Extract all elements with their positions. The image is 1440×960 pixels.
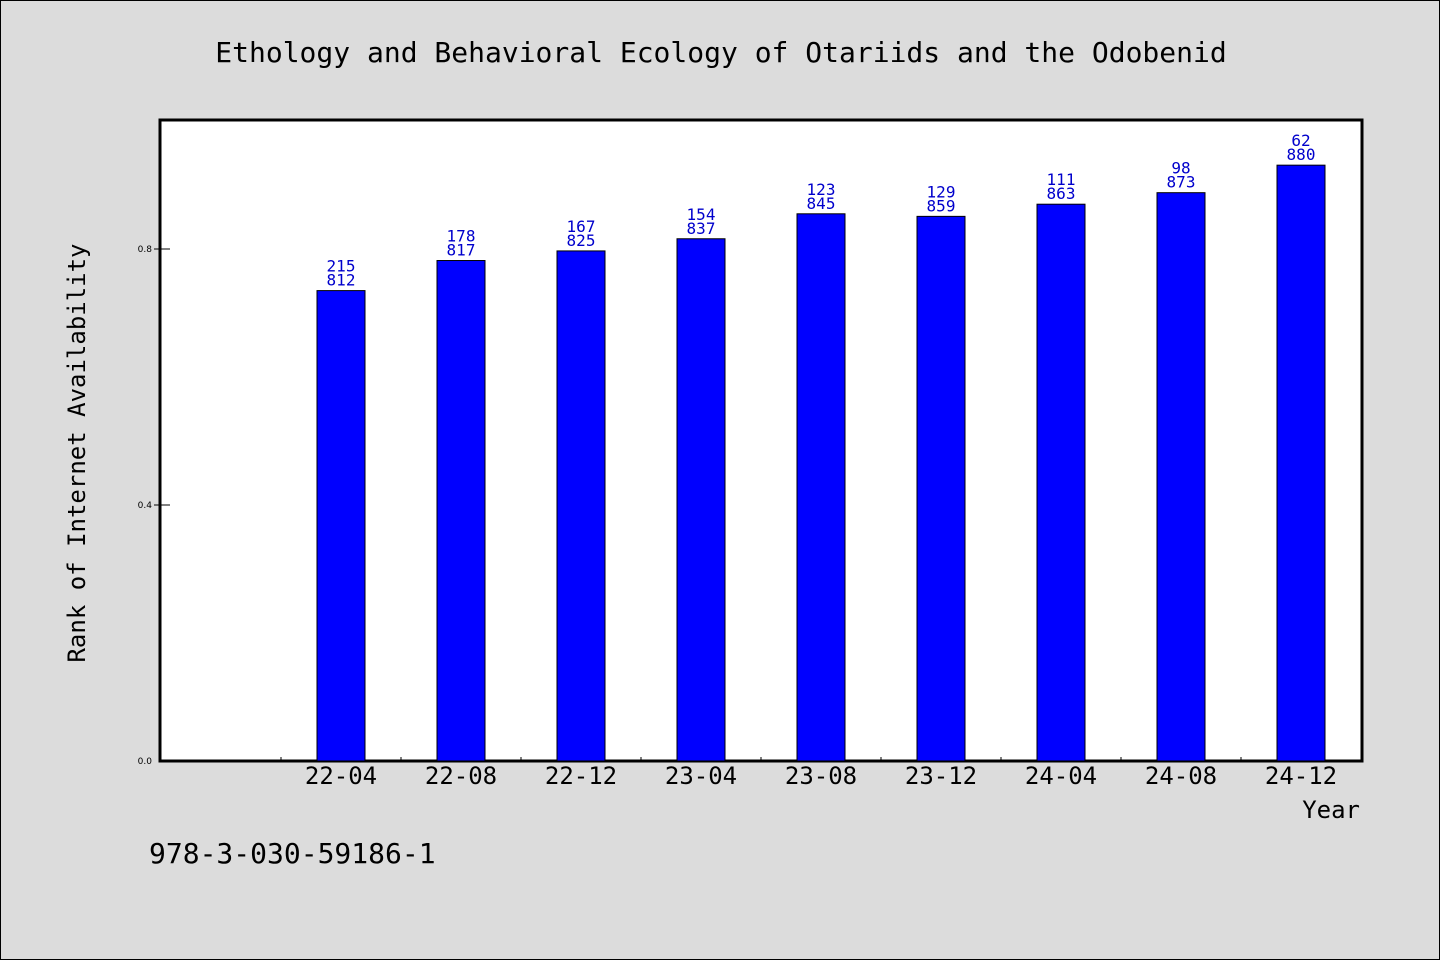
x-tick-label: 22-12 [545, 762, 617, 790]
bar [316, 290, 366, 762]
y-axis-label: Rank of Internet Availability [63, 243, 91, 662]
bar-data-labels: 2158121788171678251548371238451298591118… [327, 131, 1316, 289]
x-axis-ticks [280, 757, 1242, 761]
bar [1156, 192, 1206, 762]
bar [556, 250, 606, 762]
bar-label-bottom: 837 [687, 219, 716, 238]
x-tick-label: 24-04 [1025, 762, 1097, 790]
bar-label-top: 167 [567, 217, 596, 236]
bar-label-bottom: 859 [927, 196, 956, 215]
x-tick-label: 23-08 [785, 762, 857, 790]
x-tick-label: 24-12 [1265, 762, 1337, 790]
bar-label-bottom: 863 [1047, 184, 1076, 203]
x-tick-label: 23-12 [905, 762, 977, 790]
x-axis-label: Year [1302, 796, 1360, 824]
x-tick-label: 22-08 [425, 762, 497, 790]
bar [916, 215, 966, 762]
y-axis-ticks [154, 248, 170, 506]
bar-label-top: 111 [1047, 170, 1076, 189]
bar-label-bottom: 845 [807, 194, 836, 213]
bar-label-top: 178 [447, 227, 476, 246]
y-tick-label: 0.0 [138, 757, 153, 767]
x-tick-labels: 22-04 22-08 22-12 23-04 23-08 23-12 24-04 24-08… [305, 762, 1337, 790]
bar [796, 213, 846, 762]
bar [676, 238, 726, 762]
y-tick-label: 0.8 [138, 245, 153, 255]
bar-label-bottom: 825 [567, 231, 596, 250]
bar-label-top: 215 [327, 257, 356, 276]
bar-label-top: 98 [1171, 159, 1190, 178]
bar-label-top: 62 [1291, 131, 1310, 150]
x-tick-label: 22-04 [305, 762, 377, 790]
bar-label-bottom: 873 [1167, 173, 1196, 192]
bar-series [316, 164, 1326, 762]
y-tick-labels: 0.0 0.4 0.8 [138, 245, 153, 767]
bar-label-bottom: 812 [327, 271, 356, 290]
bar [1276, 164, 1326, 762]
bar [1036, 203, 1086, 762]
y-tick-label: 0.4 [138, 501, 153, 511]
bar [436, 260, 486, 762]
bar-label-bottom: 880 [1287, 145, 1316, 164]
isbn-text: 978-3-030-59186-1 [149, 837, 436, 870]
x-tick-label: 23-04 [665, 762, 737, 790]
x-tick-label: 24-08 [1145, 762, 1217, 790]
bar-label-bottom: 817 [447, 241, 476, 260]
bar-label-top: 154 [687, 205, 716, 224]
chart-title: Ethology and Behavioral Ecology of Otari… [215, 36, 1226, 69]
bar-label-top: 129 [927, 182, 956, 201]
bar-label-top: 123 [807, 180, 836, 199]
